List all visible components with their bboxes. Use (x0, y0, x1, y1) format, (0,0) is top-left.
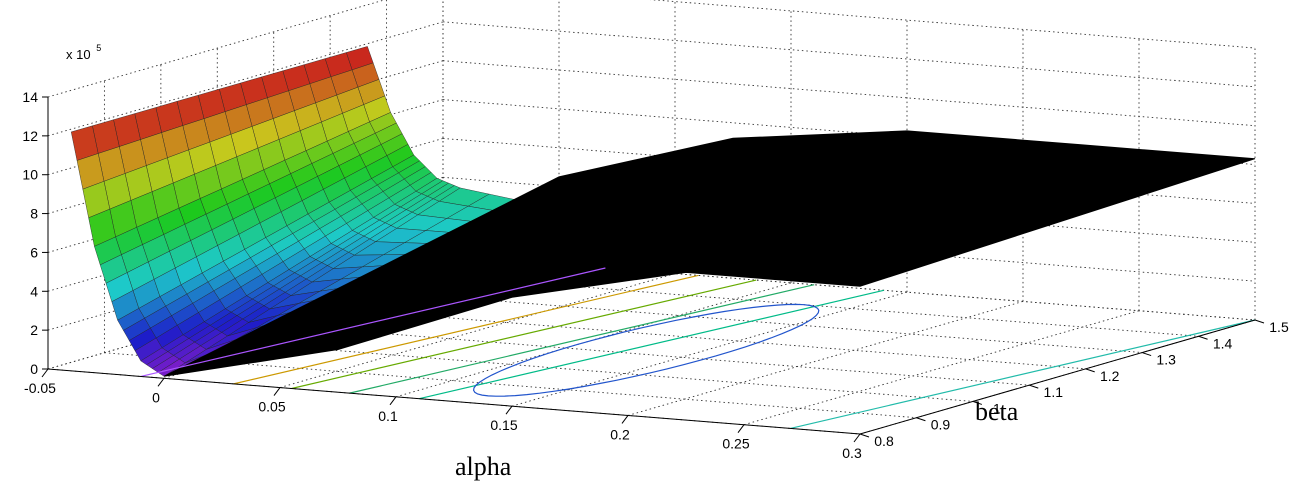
contour-line (291, 279, 757, 390)
y-tick-mark (916, 417, 926, 422)
z-tick-label: 10 (22, 167, 38, 183)
back-wall-grid-line (442, 137, 1256, 204)
back-wall-grid-line (442, 60, 1256, 127)
x-tick-mark (157, 377, 165, 387)
back-wall-grid-line (649, 0, 1256, 49)
z-tick-label: 6 (30, 244, 38, 260)
side-wall-grid-line (47, 21, 444, 137)
y-tick-label: 1 (993, 400, 1001, 416)
z-tick-label: 0 (30, 361, 38, 377)
x-tick-mark (737, 424, 745, 434)
contour-line (233, 274, 699, 385)
contour-line (790, 319, 1256, 430)
x-tick-mark (41, 368, 49, 378)
y-tick-mark (1141, 352, 1152, 357)
x-tick-label: 0.25 (722, 436, 749, 452)
y-tick-mark (1029, 384, 1039, 389)
x-tick-label: 0 (152, 389, 160, 405)
black-surface (163, 130, 1256, 377)
y-tick-mark (1085, 368, 1095, 373)
y-tick-label: 0.9 (931, 417, 951, 433)
x-tick-label: 0.1 (378, 408, 398, 424)
x-tick-mark (853, 433, 861, 443)
floor-grid-line (395, 282, 792, 398)
x-tick-mark (505, 405, 513, 415)
z-exponent-label: x 10 5 (66, 43, 101, 62)
y-tick-mark (859, 433, 870, 438)
y-axis-label: beta (975, 397, 1019, 426)
axes-layer (41, 96, 1265, 443)
side-wall-grid-line (47, 0, 386, 98)
y-axis-line (859, 319, 1256, 435)
z-tick-label: 8 (30, 206, 38, 222)
tick-labels: -0.05 0 0.05 0.1 0.15 0.2 0.25 0.3 0.8 0.9 1 1.1 1.2… (22, 89, 1289, 461)
y-tick-mark (972, 400, 983, 405)
x-tick-label: -0.05 (24, 380, 56, 396)
contour-line (419, 289, 884, 400)
y-tick-label: 1.3 (1156, 352, 1176, 368)
x-tick-mark (389, 396, 397, 406)
x-tick-mark (273, 387, 281, 396)
contour-line (472, 303, 820, 397)
y-tick-label: 0.8 (874, 433, 894, 449)
surface-layer (70, 46, 1256, 377)
back-wall-grid-line (442, 21, 1256, 88)
y-tick-label: 1.4 (1213, 335, 1233, 351)
z-exponent-base: x 10 (66, 47, 91, 62)
contour-line (349, 284, 815, 394)
z-tick-label: 2 (30, 322, 38, 338)
z-exponent-power: 5 (96, 43, 101, 53)
floor-grid-line (627, 300, 1024, 416)
x-axis-label: alpha (455, 452, 512, 481)
y-tick-label: 1.1 (1044, 384, 1064, 400)
z-tick-label: 4 (30, 283, 38, 299)
contour-line (140, 267, 606, 378)
x-tick-label: 0.3 (842, 445, 862, 461)
back-wall-grid-line (442, 99, 1256, 166)
floor-grid-line (279, 273, 676, 389)
y-tick-label: 1.5 (1269, 319, 1289, 335)
floor-grid-line (743, 310, 1140, 426)
x-axis-line (47, 368, 861, 435)
y-tick-label: 1.2 (1100, 368, 1120, 384)
z-tick-label: 12 (22, 128, 38, 144)
x-tick-label: 0.2 (610, 426, 630, 442)
x-tick-label: 0.05 (258, 399, 285, 415)
z-tick-label: 14 (22, 89, 38, 105)
x-tick-mark (621, 415, 629, 424)
y-tick-mark (1254, 319, 1265, 324)
contour-layer (140, 267, 1256, 430)
x-tick-label: 0.15 (490, 417, 517, 433)
y-tick-mark (1198, 335, 1208, 340)
